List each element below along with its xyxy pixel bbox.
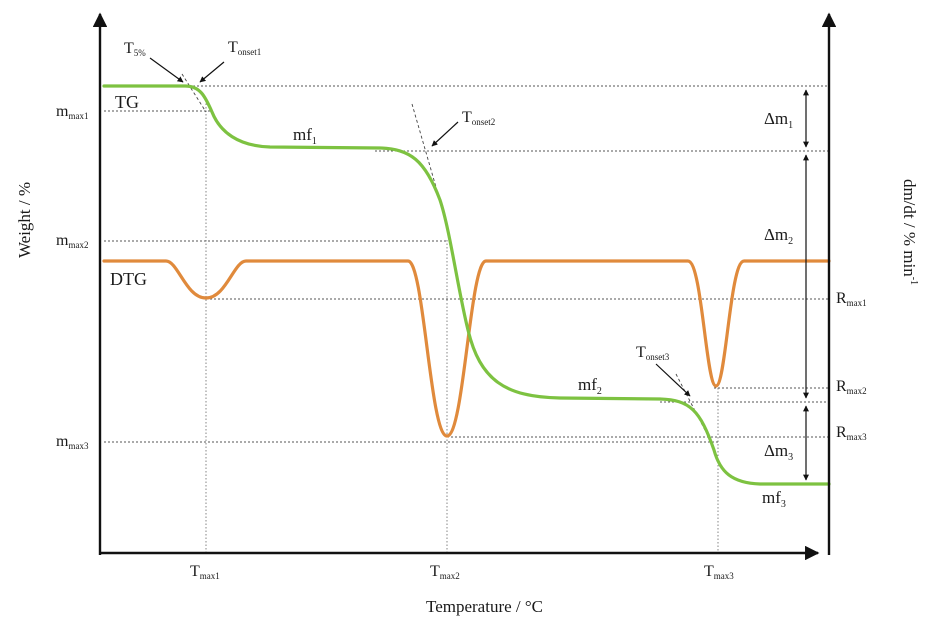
- dm1-label: Δm1: [764, 109, 793, 131]
- tangent-t5: [181, 73, 207, 113]
- tmax2-tick: Tmax2: [430, 563, 460, 581]
- onset-pointers: [149, 57, 691, 397]
- vertical-guides: [205, 100, 719, 553]
- onset2-pointer: [431, 121, 459, 147]
- dtg-label: DTG: [110, 269, 147, 289]
- t5-label: T5%: [124, 40, 146, 58]
- mmax2-label: mmax2: [56, 232, 88, 250]
- tg-label: TG: [115, 92, 139, 112]
- x-axis-title: Temperature / °C: [426, 597, 543, 616]
- mf3-label: mf3: [762, 488, 786, 510]
- tangent-lines: [181, 73, 709, 437]
- mf1-label: mf1: [293, 125, 317, 147]
- tmax3-tick: Tmax3: [704, 563, 734, 581]
- onset2-label: Tonset2: [462, 109, 495, 127]
- tangent-onset3: [675, 373, 709, 437]
- rmax2-label: Rmax2: [836, 378, 867, 396]
- rmax3-label: Rmax3: [836, 424, 867, 442]
- onset3-pointer: [655, 363, 691, 397]
- dm2-label: Δm2: [764, 225, 793, 247]
- y-axis-left-title: Weight / %: [15, 182, 34, 258]
- rmax1-label: Rmax1: [836, 290, 867, 308]
- mmax1-label: mmax1: [56, 103, 88, 121]
- horizontal-guides: [104, 85, 830, 443]
- y-axis-right-title: dm/dt / % min-1: [900, 179, 919, 285]
- tg-curve: [102, 84, 831, 486]
- t5-pointer: [149, 57, 184, 83]
- dtg-curve: [102, 259, 831, 438]
- mf2-label: mf2: [578, 375, 602, 397]
- axes: [92, 12, 837, 561]
- onset1-label: Tonset1: [228, 39, 261, 57]
- dm3-label: Δm3: [764, 441, 793, 463]
- onset1-pointer: [199, 61, 225, 83]
- tmax1-tick: Tmax1: [190, 563, 220, 581]
- mmax3-label: mmax3: [56, 433, 89, 451]
- onset3-label: Tonset3: [636, 344, 670, 362]
